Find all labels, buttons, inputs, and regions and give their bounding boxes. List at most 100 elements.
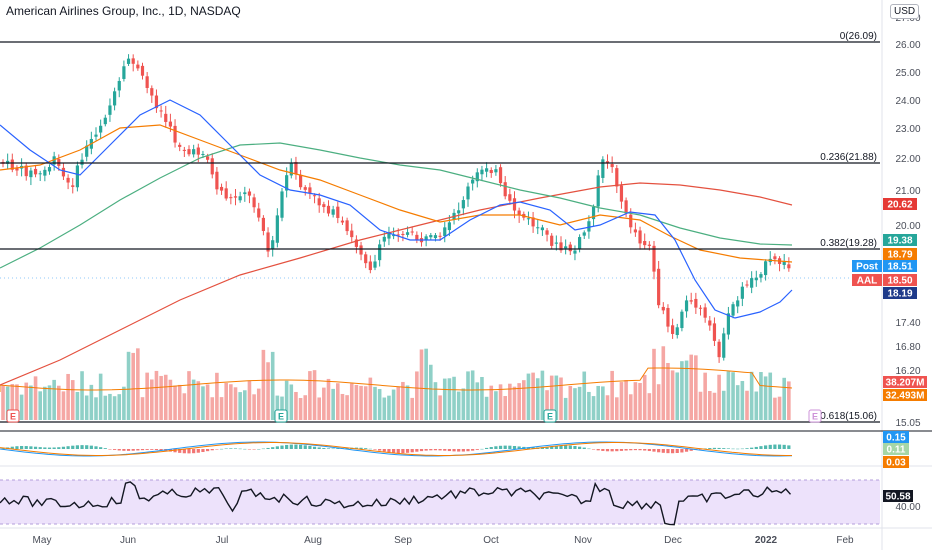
candle-body: [354, 239, 358, 247]
candle-body: [759, 274, 763, 278]
macd-histogram-bar: [657, 449, 661, 453]
macd-histogram-bar: [601, 449, 605, 451]
volume-bar: [773, 397, 777, 420]
candle-body: [624, 200, 628, 214]
macd-histogram-bar: [508, 445, 512, 449]
volume-bar: [703, 372, 707, 420]
macd-histogram-bar: [559, 445, 563, 449]
macd-histogram-bar: [624, 449, 628, 451]
macd-histogram-bar: [20, 445, 24, 449]
candle-body: [684, 300, 689, 312]
volume-bar: [749, 371, 754, 420]
volume-bar: [382, 397, 387, 420]
sma-200-line: [0, 182, 793, 386]
candle-body: [471, 179, 475, 184]
macd-histogram-bar: [494, 446, 498, 449]
candle-body: [712, 323, 717, 341]
candle-body: [494, 169, 498, 173]
volume-bar: [563, 397, 568, 420]
volume-bar: [275, 395, 280, 420]
volume-bar: [638, 382, 642, 420]
macd-histogram-bar: [475, 449, 479, 450]
candle-body: [475, 172, 479, 182]
currency-button[interactable]: USD: [890, 4, 920, 19]
candle-body: [43, 169, 47, 176]
volume-bar: [345, 395, 349, 420]
fibonacci-levels: 0(26.09) 0.236(21.88) 0.382(19.28) 0.618(15…: [0, 31, 880, 423]
candle-body: [233, 196, 238, 198]
volume-bar: [94, 397, 98, 420]
volume-bar: [354, 384, 359, 420]
macd-histogram-bar: [24, 446, 28, 449]
candle-body: [368, 261, 372, 271]
macd-histogram-bar: [643, 449, 647, 451]
volume-bar: [289, 384, 294, 420]
volume-bar: [731, 372, 735, 420]
earnings-flag-icon: [808, 409, 822, 423]
macd-histogram-bar: [289, 444, 293, 449]
volume-bar: [103, 395, 108, 420]
macd-histogram-bar: [294, 444, 298, 449]
candle-body: [438, 235, 442, 237]
volume-bar: [526, 373, 531, 420]
candle-body: [545, 230, 549, 235]
candle-body: [317, 198, 321, 206]
macd-histogram-bar: [108, 449, 112, 450]
candle-body: [224, 188, 228, 199]
volume-bar: [182, 393, 187, 420]
candle-body: [443, 227, 447, 236]
macd-tag-value: 0.03: [886, 458, 906, 469]
candle-body: [773, 256, 777, 260]
macd-histogram-bar: [736, 448, 740, 450]
candle-body: [24, 165, 28, 177]
volume-bar: [10, 384, 15, 420]
rsi-line: [0, 481, 792, 526]
volume-bar: [498, 384, 503, 420]
volume-bar: [80, 371, 84, 420]
volume-bar: [284, 380, 289, 420]
candle-body: [373, 261, 377, 268]
candle-body: [312, 195, 317, 197]
rsi-axis-tick: 40.00: [895, 502, 920, 513]
candle-body: [322, 204, 326, 208]
volume-bar: [438, 395, 442, 420]
volume-bar: [224, 382, 228, 420]
macd-histogram-bar: [457, 449, 461, 452]
candle-body: [615, 168, 619, 187]
macd-histogram-bar: [433, 449, 438, 451]
candle-body: [401, 233, 405, 235]
rsi-tag-value: 50.58: [885, 492, 910, 503]
volume-bar: [401, 381, 405, 420]
macd-histogram-bar: [461, 449, 465, 452]
macd-histogram-bar: [182, 449, 186, 454]
volume-bar: [373, 386, 377, 420]
volume-bar: [294, 391, 298, 420]
macd-histogram-bar: [354, 447, 358, 449]
candle-body: [666, 307, 670, 327]
candle-body: [173, 125, 177, 143]
candle-body: [303, 187, 307, 190]
macd-histogram-bar: [154, 449, 159, 450]
volume-bar: [680, 361, 684, 420]
earnings-flag-label: E: [278, 412, 284, 422]
macd-histogram-bar: [345, 447, 349, 449]
volume-bar: [270, 351, 275, 420]
volume-bar: [694, 355, 698, 420]
fib-level-label: 0.382(19.28): [820, 238, 877, 249]
volume-bar: [75, 391, 80, 420]
candle-body: [550, 235, 554, 246]
macd-line: [0, 441, 793, 457]
macd-histogram-bar: [122, 449, 126, 451]
volume-bar: [326, 378, 331, 420]
price-tag-value: 18.51: [887, 262, 912, 273]
macd-histogram-bar: [545, 446, 549, 449]
moving-averages: [0, 99, 793, 386]
macd-histogram-bar: [438, 449, 442, 451]
macd-histogram-bar: [271, 447, 275, 449]
macd-histogram-bar: [136, 449, 140, 451]
price-axis-tick: 16.80: [895, 342, 920, 353]
candle-body: [103, 117, 107, 125]
candle-body: [331, 209, 335, 215]
candle-body: [703, 307, 707, 318]
